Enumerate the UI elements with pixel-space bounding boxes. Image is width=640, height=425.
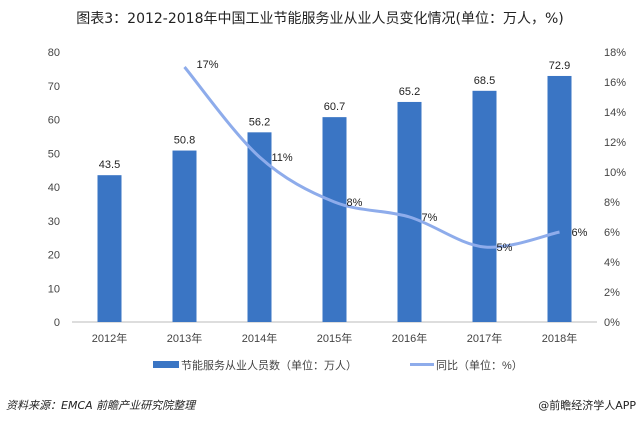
bar — [247, 132, 272, 322]
bar-label: 72.9 — [549, 60, 570, 72]
bar-label: 50.8 — [174, 135, 195, 147]
x-tick: 2017年 — [467, 331, 502, 345]
legend-bar-label: 节能服务从业人员数（单位：万人） — [181, 358, 357, 372]
y-left-tick: 10 — [48, 283, 60, 295]
credit: @前瞻经济学人APP — [538, 399, 636, 412]
legend-bar-swatch — [153, 361, 179, 368]
x-tick: 2015年 — [317, 331, 352, 345]
bar-label: 68.5 — [474, 75, 495, 87]
y-right-tick: 12% — [604, 137, 626, 149]
x-tick: 2018年 — [542, 331, 577, 345]
legend-line-label: 同比（单位：%） — [436, 358, 523, 372]
y-left-tick: 70 — [48, 81, 60, 93]
bar-label: 56.2 — [249, 116, 270, 128]
y-left-tick: 30 — [48, 216, 60, 228]
line-series — [183, 66, 560, 249]
bar-label: 43.5 — [99, 159, 120, 171]
line-label: 6% — [572, 227, 588, 239]
chart-title: 图表3：2012-2018年中国工业节能服务业从业人员变化情况(单位：万人，%) — [76, 11, 564, 27]
x-tick: 2012年 — [92, 331, 127, 345]
x-tick: 2016年 — [392, 331, 427, 345]
y-left-tick: 60 — [48, 115, 60, 127]
y-left-tick: 20 — [48, 250, 60, 262]
y-right-tick: 0% — [604, 317, 620, 329]
y-right-tick: 8% — [604, 197, 620, 209]
y-right-tick: 6% — [604, 227, 620, 239]
line-label: 8% — [347, 197, 363, 209]
line-label: 5% — [497, 242, 513, 254]
y-right-tick: 16% — [604, 77, 626, 89]
x-tick: 2014年 — [242, 331, 277, 345]
line-label: 17% — [197, 59, 219, 71]
line-label: 11% — [272, 152, 293, 164]
y-right-tick: 4% — [604, 257, 620, 269]
bar-label: 65.2 — [399, 86, 420, 98]
y-right-tick: 18% — [604, 47, 626, 59]
y-right-tick: 2% — [604, 287, 620, 299]
bar-label: 60.7 — [324, 101, 345, 113]
bar — [472, 90, 497, 322]
y-left-tick: 0 — [54, 317, 60, 329]
y-right-tick: 10% — [604, 167, 626, 179]
y-left-tick: 40 — [48, 182, 60, 194]
bar — [97, 175, 122, 322]
x-tick: 2013年 — [167, 331, 202, 345]
y-left-tick: 80 — [48, 47, 60, 59]
line-label: 7% — [422, 212, 438, 224]
y-left-tick: 50 — [48, 148, 60, 160]
bar — [547, 75, 572, 323]
bar — [172, 150, 197, 322]
bar — [397, 101, 422, 322]
source-note: 资料来源：EMCA 前瞻产业研究院整理 — [6, 399, 196, 412]
y-right-tick: 14% — [604, 107, 626, 119]
bar — [322, 117, 347, 322]
